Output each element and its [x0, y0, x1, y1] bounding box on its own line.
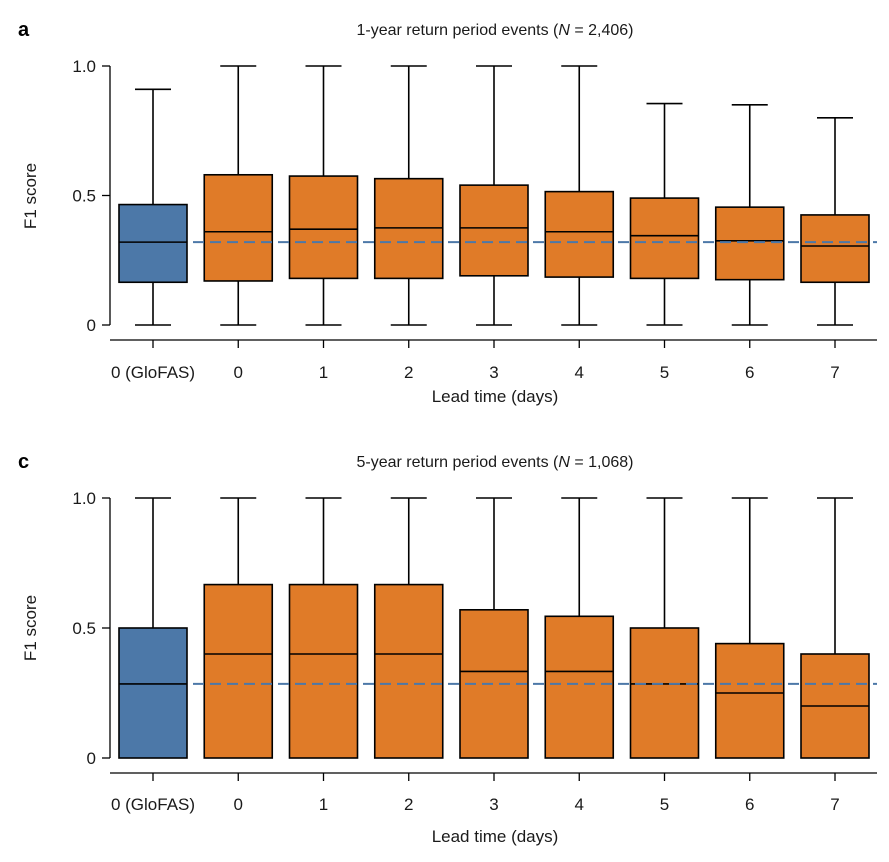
panel-c-x-tick-label: 7 — [830, 795, 839, 814]
panel-a-box-5 — [544, 65, 615, 326]
iqr-box — [544, 615, 615, 759]
panel-c-box-5 — [544, 497, 615, 759]
iqr-box — [203, 583, 274, 759]
panel-c-letter: c — [18, 451, 29, 473]
iqr-box — [629, 627, 700, 759]
panel-a: a 1-year return period events (N = 2,406… — [18, 19, 877, 406]
panel-c-box-1 — [203, 497, 274, 759]
panel-a-y-tick-label: 0.5 — [72, 187, 96, 206]
panel-c-y-tick-label: 1.0 — [72, 489, 96, 508]
panel-a-title: 1-year return period events (N = 2,406) — [356, 22, 633, 39]
panel-a-box-1 — [203, 65, 274, 326]
iqr-box — [118, 203, 188, 284]
iqr-box — [288, 583, 359, 759]
panel-a-x-tick-label: 0 — [234, 363, 243, 382]
panel-a-x-axis-label: Lead time (days) — [432, 387, 559, 406]
panel-a-box-8 — [800, 117, 870, 326]
panel-c-x-tick-label: 2 — [404, 795, 413, 814]
panel-a-x-tick-label: 6 — [745, 363, 754, 382]
panel-a-x-tick-label: 2 — [404, 363, 413, 382]
panel-c-y-tick-label: 0.5 — [72, 619, 96, 638]
panel-c-x-tick-label: 1 — [319, 795, 328, 814]
panel-c-box-6 — [629, 497, 700, 759]
panel-c-title: 5-year return period events (N = 1,068) — [356, 454, 633, 471]
panel-a-x-tick-label: 3 — [489, 363, 498, 382]
panel-c-box-4 — [459, 497, 529, 759]
panel-a-plot-area: 0 0.5 1.0 0 (GloFAS) 0 1 2 3 4 5 6 7 — [72, 57, 877, 382]
panel-a-x-tick-label: 4 — [575, 363, 584, 382]
panel-a-box-0 — [118, 88, 188, 326]
panel-c-y-tick-label: 0 — [87, 749, 96, 768]
panel-a-y-axis-label: F1 score — [21, 163, 40, 229]
panel-a-box-4 — [459, 65, 529, 326]
iqr-box — [288, 175, 359, 280]
panel-c-box-0 — [118, 497, 188, 759]
iqr-box — [544, 190, 615, 278]
iqr-box — [800, 214, 870, 284]
panel-a-y-tick-label: 0 — [87, 316, 96, 335]
panel-a-box-3 — [373, 65, 444, 326]
iqr-box — [459, 184, 529, 277]
panel-a-y-tick-label: 1.0 — [72, 57, 96, 76]
panel-c-box-3 — [373, 497, 444, 759]
panel-c-x-tick-label: 5 — [660, 795, 669, 814]
panel-c: c 5-year return period events (N = 1,068… — [18, 451, 877, 846]
iqr-box — [373, 583, 444, 759]
panel-c-x-tick-label: 0 (GloFAS) — [111, 795, 195, 814]
panel-c-box-7 — [714, 497, 785, 759]
panel-a-x-tick-label: 1 — [319, 363, 328, 382]
panel-a-x-tick-label: 7 — [830, 363, 839, 382]
panel-a-box-6 — [629, 102, 700, 326]
panel-c-box-2 — [288, 497, 359, 759]
panel-c-y-axis-label: F1 score — [21, 595, 40, 661]
iqr-box — [714, 642, 785, 759]
iqr-box — [203, 173, 274, 282]
panel-c-plot-area: 0 0.5 1.0 0 (GloFAS) 0 1 2 3 4 5 6 7 — [72, 489, 877, 814]
panel-c-x-axis-label: Lead time (days) — [432, 827, 559, 846]
panel-c-x-tick-label: 0 — [234, 795, 243, 814]
panel-c-x-tick-label: 4 — [575, 795, 584, 814]
iqr-box — [118, 627, 188, 759]
panel-a-box-7 — [714, 104, 785, 326]
panel-c-x-tick-label: 6 — [745, 795, 754, 814]
panel-c-x-tick-label: 3 — [489, 795, 498, 814]
panel-a-box-2 — [288, 65, 359, 326]
panel-a-x-tick-label: 0 (GloFAS) — [111, 363, 195, 382]
panel-a-x-tick-label: 5 — [660, 363, 669, 382]
panel-c-box-8 — [800, 497, 870, 759]
panel-a-letter: a — [18, 19, 30, 41]
iqr-box — [629, 197, 700, 280]
iqr-box — [714, 206, 785, 281]
